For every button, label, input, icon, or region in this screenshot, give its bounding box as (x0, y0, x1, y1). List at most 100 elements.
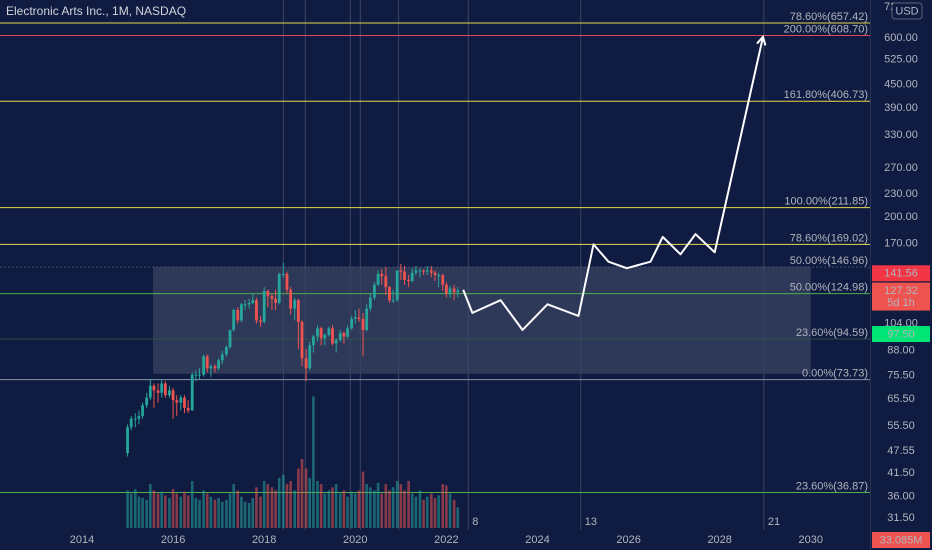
volume-bar (369, 487, 372, 528)
candle-body (304, 358, 308, 369)
volume-bar (448, 493, 452, 528)
volume-bar (213, 499, 217, 528)
candle-body (190, 374, 194, 411)
candle-body (391, 300, 395, 302)
price-tag-label: 141.56 (884, 268, 918, 280)
candle-body (220, 354, 224, 361)
volume-bar (376, 482, 380, 528)
y-tick-label: 230.00 (884, 188, 918, 200)
candle-body (425, 270, 429, 272)
volume-bar (285, 484, 289, 528)
candle-body (202, 356, 206, 375)
candle-body (395, 270, 399, 301)
volume-bar (137, 496, 141, 528)
candle-body (319, 328, 323, 339)
volume-bar (171, 489, 175, 528)
candle-body (274, 298, 277, 303)
volume-bar (456, 507, 460, 528)
y-tick-label: 88.00 (887, 345, 915, 357)
chart-title: Electronic Arts Inc., 1M, NASDAQ (6, 4, 186, 18)
time-zone-label: 21 (768, 516, 780, 528)
volume-bar (164, 495, 167, 528)
volume-bar (274, 490, 277, 528)
candle-body (368, 297, 372, 309)
volume-bar (225, 499, 228, 528)
volume-bar (145, 499, 148, 528)
volume-bar (395, 481, 399, 528)
volume-bar (282, 474, 285, 528)
fib-label: 50.00%(124.98) (790, 281, 868, 293)
candle-body (316, 328, 319, 337)
y-tick-label: 390.00 (884, 102, 918, 114)
volume-bar (384, 484, 388, 528)
projection-arrow-head (756, 34, 767, 46)
volume-bar (353, 493, 357, 528)
x-tick-label: 2018 (252, 534, 276, 546)
price-axis: 725.00600.00525.00450.00390.00330.00270.… (870, 0, 930, 550)
volume-bar (266, 484, 270, 528)
y-tick-label: 31.50 (887, 512, 915, 524)
fib-label: 161.80%(406.73) (784, 89, 868, 101)
candle-body (323, 334, 327, 339)
candle-body (228, 329, 232, 348)
candle-body (145, 397, 149, 406)
volume-bar (175, 493, 179, 528)
volume-bar (190, 481, 194, 528)
fib-label: 0.00%(73.73) (802, 367, 868, 379)
candle-body (422, 270, 426, 272)
volume-bar (437, 495, 440, 528)
volume-bar (194, 497, 198, 528)
volume-bar (262, 481, 266, 528)
candle-body (399, 270, 403, 272)
currency-box[interactable] (891, 2, 923, 20)
volume-bar (414, 496, 418, 528)
candle-body (346, 328, 349, 337)
candle-body (311, 336, 315, 346)
volume-bar (259, 496, 262, 528)
volume-bar (319, 484, 323, 528)
candle-body (289, 289, 293, 309)
volume-bar (152, 490, 156, 528)
price-tag (872, 326, 930, 343)
volume-tag (872, 532, 930, 548)
candle-body (353, 317, 357, 319)
fib-label: 78.60%(657.42) (790, 11, 868, 23)
volume-bar (327, 490, 331, 528)
candle-body (175, 400, 179, 403)
candle-body (361, 318, 365, 330)
volume-bar (425, 496, 429, 528)
y-tick-label: 47.55 (887, 445, 915, 457)
fib-label: 200.00%(608.70) (784, 23, 868, 35)
currency[interactable]: USD (895, 5, 918, 17)
fib-label: 23.60%(36.87) (796, 480, 868, 492)
candle-body (300, 321, 304, 359)
y-tick-label: 170.00 (884, 237, 918, 249)
volume-bar (179, 496, 183, 528)
volume-bar (430, 493, 433, 528)
x-tick-label: 2028 (707, 534, 731, 546)
volume-bar (126, 490, 129, 528)
volume-bar (445, 485, 448, 528)
volume-bar (289, 481, 292, 528)
y-tick-label: 600.00 (884, 32, 918, 44)
candle-body (418, 270, 422, 272)
candle-body (452, 288, 456, 293)
candle-body (281, 273, 285, 275)
volume-bar (407, 481, 410, 528)
volume-bar (156, 493, 160, 528)
volume-bar (133, 489, 137, 528)
candle-body (224, 347, 228, 355)
volume-bar (331, 487, 334, 528)
volume-bar (316, 481, 319, 528)
fib-label: 23.60%(94.59) (796, 327, 868, 339)
fib-label: 100.00%(211.85) (784, 195, 868, 207)
volume-bar (357, 490, 361, 528)
last-price-tag (872, 282, 930, 311)
volume-bar (149, 484, 152, 528)
candle-body (456, 290, 460, 293)
candle-body (168, 390, 171, 396)
candle-body (262, 290, 266, 322)
volume-bar (399, 484, 403, 528)
volume-bar (403, 490, 406, 528)
